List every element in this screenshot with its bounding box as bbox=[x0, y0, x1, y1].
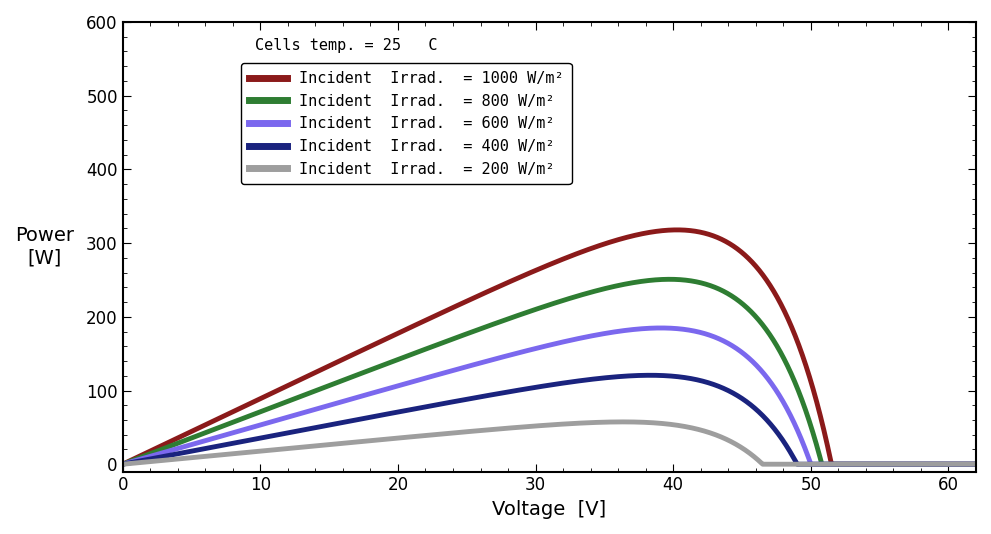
X-axis label: Voltage  [V]: Voltage [V] bbox=[493, 500, 606, 519]
Text: Cells temp. = 25   C: Cells temp. = 25 C bbox=[255, 38, 437, 53]
Legend: Incident  Irrad.  = 1000 W/m², Incident  Irrad.  = 800 W/m², Incident  Irrad.  =: Incident Irrad. = 1000 W/m², Incident Ir… bbox=[241, 64, 572, 184]
Y-axis label: Power
[W]: Power [W] bbox=[15, 226, 74, 268]
